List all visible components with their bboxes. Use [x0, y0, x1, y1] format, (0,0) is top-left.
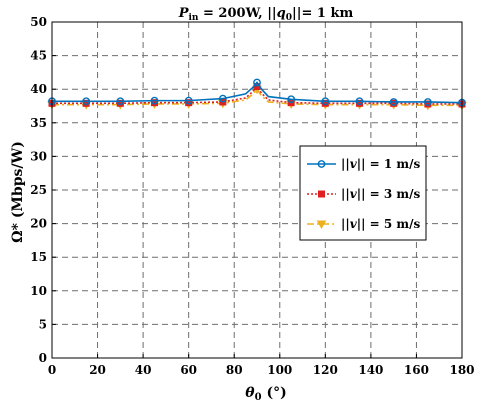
y-tick-label: 50: [30, 15, 47, 29]
data-point-1: [423, 98, 432, 106]
data-point-1: [218, 94, 227, 103]
legend-swatch-marker: [316, 220, 327, 230]
chart-title: Pin = 200W, ||q0||= 1 km: [178, 6, 354, 23]
grid: [52, 22, 462, 358]
x-tick-label: 0: [48, 363, 56, 377]
data-point-1: [321, 97, 330, 106]
y-tick-label: 15: [30, 250, 47, 264]
x-tick-label: 80: [226, 363, 243, 377]
data-point-1: [253, 78, 261, 87]
y-tick-label: 20: [30, 217, 47, 231]
data-point-1: [150, 96, 159, 105]
x-tick-label: 20: [89, 363, 106, 377]
x-tick-label: 60: [180, 363, 197, 377]
y-tick-label: 40: [30, 82, 47, 96]
y-tick-label: 0: [39, 351, 47, 365]
series-line-3: [52, 87, 462, 107]
ticks: 0 20 40 60 80 100 120 140 160 180 0 5 10 15 20 25 30 35 40…: [30, 15, 474, 377]
x-tick-label: 120: [313, 363, 338, 377]
data-point-1: [287, 95, 296, 104]
legend: ||v|| = 1 m/s ||v|| = 3 m/s ||v|| = 5 m/s: [299, 145, 427, 241]
data-point-1: [355, 97, 364, 106]
y-tick-label: 25: [30, 183, 47, 197]
y-tick-label: 5: [39, 317, 47, 331]
data-point-1: [389, 98, 398, 106]
data-point-1: [82, 97, 91, 106]
legend-entry-3: ||v|| = 5 m/s: [307, 217, 420, 231]
y-tick-label: 45: [30, 49, 47, 63]
legend-label: ||v|| = 1 m/s: [341, 157, 420, 171]
legend-swatch-marker: [317, 160, 326, 168]
data-point-1: [116, 97, 125, 106]
q-vector-symbol: q: [277, 6, 286, 21]
y-tick-label: 30: [30, 149, 47, 163]
x-tick-label: 100: [267, 363, 292, 377]
x-tick-label: 160: [404, 363, 429, 377]
x-tick-label: 40: [135, 363, 152, 377]
x-axis-title: θ0 (°): [245, 385, 286, 403]
x-tick-label: 140: [358, 363, 383, 377]
x-tick-label: 180: [449, 363, 474, 377]
v-vector-symbol: v: [350, 217, 358, 231]
y-axis-title: Ω* (Mbps/W): [10, 141, 26, 243]
legend-label: ||v|| = 5 m/s: [341, 217, 420, 231]
v-vector-symbol: v: [350, 157, 358, 171]
y-tick-label: 35: [30, 116, 47, 130]
series-line-1: [52, 81, 463, 104]
legend-swatch-marker: [318, 190, 325, 198]
legend-entry-1: ||v|| = 1 m/s: [307, 157, 420, 171]
y-tick-label: 10: [30, 284, 47, 298]
v-vector-symbol: v: [350, 187, 358, 201]
legend-label: ||v|| = 3 m/s: [341, 187, 420, 201]
legend-entry-2: ||v|| = 3 m/s: [307, 187, 420, 201]
data-point-1: [184, 96, 193, 105]
